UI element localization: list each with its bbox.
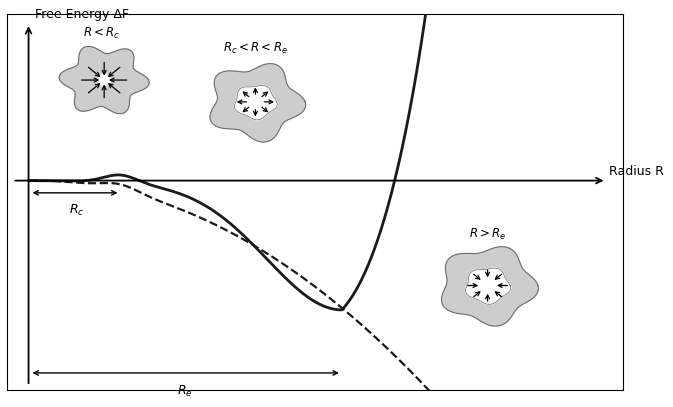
- Text: $R_c$: $R_c$: [69, 204, 84, 219]
- Polygon shape: [234, 85, 277, 120]
- Text: $R > R_e$: $R > R_e$: [469, 227, 506, 242]
- Text: $R_e$: $R_e$: [177, 384, 193, 399]
- Text: Free Energy ΔF: Free Energy ΔF: [35, 8, 129, 21]
- Polygon shape: [210, 63, 306, 142]
- Text: $R_c < R < R_e$: $R_c < R < R_e$: [223, 41, 288, 56]
- Polygon shape: [59, 46, 149, 114]
- Polygon shape: [98, 75, 110, 85]
- Text: $R < R_c$: $R < R_c$: [83, 26, 120, 41]
- Polygon shape: [466, 268, 511, 304]
- Polygon shape: [441, 247, 538, 326]
- Text: Radius R: Radius R: [609, 165, 664, 178]
